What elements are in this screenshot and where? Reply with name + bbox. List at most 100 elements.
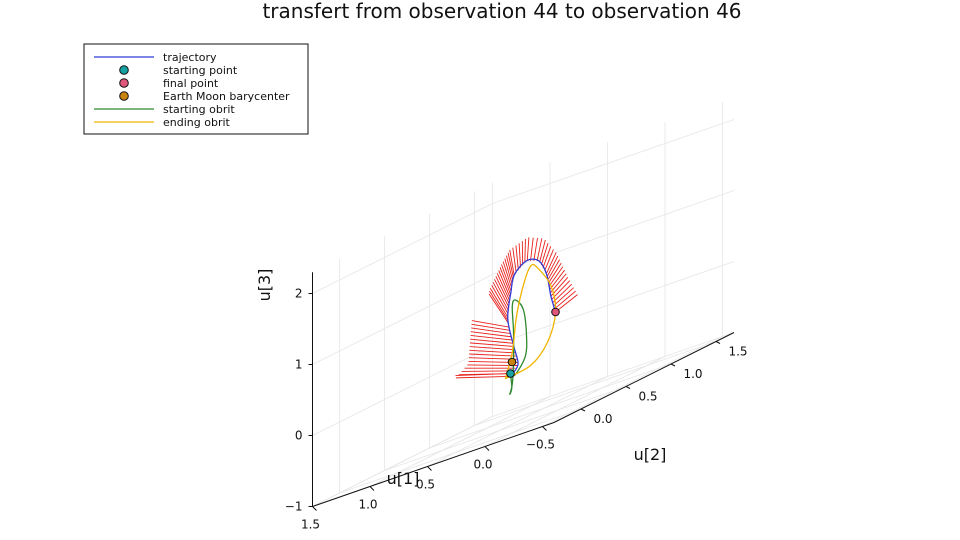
z-tick-label: 0 xyxy=(295,429,303,443)
legend-label: Earth Moon barycenter xyxy=(163,90,290,103)
control-arrow xyxy=(547,259,560,281)
z-tick-label: 1 xyxy=(295,358,303,372)
control-arrow xyxy=(494,279,510,308)
legend-box xyxy=(83,43,309,135)
y-tick xyxy=(670,363,676,367)
control-arrow xyxy=(518,243,521,268)
x-tick xyxy=(312,506,317,511)
control-arrow xyxy=(544,249,554,271)
control-arrow xyxy=(489,287,509,318)
control-arrow xyxy=(545,252,557,274)
grid-line xyxy=(384,386,627,471)
x-axis-label: u[1] xyxy=(387,469,420,488)
control-arrow xyxy=(470,334,513,341)
legend-marker xyxy=(119,78,129,88)
control-arrow xyxy=(469,349,516,354)
grid-line xyxy=(312,274,493,365)
x-tick-label: 1.0 xyxy=(358,498,377,512)
x-tick xyxy=(484,446,490,451)
marker-earth-moon-barycenter xyxy=(507,357,517,367)
control-arrow xyxy=(498,270,511,299)
grid-line xyxy=(492,119,735,204)
control-arrow xyxy=(488,293,510,325)
control-arrow xyxy=(501,264,512,292)
y-axis-label: u[2] xyxy=(634,445,667,464)
control-arrow xyxy=(470,331,512,338)
control-arrow xyxy=(499,267,512,295)
grid-line xyxy=(492,190,735,275)
control-arrow xyxy=(495,276,510,305)
grid xyxy=(312,102,735,507)
legend-marker xyxy=(119,65,129,75)
x-tick xyxy=(542,426,547,431)
grid-line xyxy=(312,345,493,436)
control-arrow xyxy=(548,266,564,287)
x-tick xyxy=(369,486,375,491)
grid-line xyxy=(492,261,735,346)
y-tick xyxy=(580,408,586,412)
tick-labels: −0.5 0.0 0.5 1.0 1.5 0.0 0.5 1.0 1.5 −1 0 1 2 xyxy=(285,287,748,532)
control-arrows xyxy=(455,237,578,379)
x-axis-line xyxy=(312,422,555,507)
legend-label: trajectory xyxy=(163,51,217,64)
x-tick-label: −0.5 xyxy=(526,438,555,452)
legend-label: starting point xyxy=(163,64,238,77)
control-arrow xyxy=(539,239,546,263)
y-tick-label: 1.5 xyxy=(728,345,747,359)
control-arrow xyxy=(552,283,573,303)
chart-title: transfert from observation 44 to observa… xyxy=(262,0,741,23)
grid-line xyxy=(429,363,672,449)
control-arrow xyxy=(507,252,515,279)
axes xyxy=(312,272,735,507)
z-tick-label: −1 xyxy=(285,500,303,514)
control-arrow xyxy=(509,249,515,276)
z-axis-label: u[3] xyxy=(255,269,274,302)
control-arrow xyxy=(458,373,512,376)
grid-line xyxy=(339,408,582,494)
control-arrow xyxy=(542,246,552,269)
grid-line xyxy=(542,336,723,427)
x-tick-label: 0.5 xyxy=(416,478,435,492)
x-tick xyxy=(427,466,432,471)
control-arrow xyxy=(492,282,510,312)
control-arrow xyxy=(549,269,565,291)
control-arrow xyxy=(524,238,526,263)
legend-label: ending obrit xyxy=(163,116,231,129)
control-arrow xyxy=(533,237,538,261)
control-arrow xyxy=(502,261,513,289)
control-arrow xyxy=(547,262,562,284)
y-axis-line xyxy=(553,332,735,423)
grid-line xyxy=(484,356,666,447)
control-arrow xyxy=(496,273,511,302)
x-tick-label: 1.5 xyxy=(301,518,320,532)
z-tick-label: 2 xyxy=(295,287,303,301)
grid-line xyxy=(492,332,735,417)
legend-label: final point xyxy=(163,77,219,90)
control-arrow xyxy=(540,243,549,266)
control-arrow xyxy=(554,290,576,310)
control-arrow xyxy=(553,287,574,307)
grid-line xyxy=(474,341,717,426)
legend-label: starting obrit xyxy=(163,103,235,116)
y-tick-label: 0.5 xyxy=(638,390,657,404)
y-tick xyxy=(625,386,631,389)
marker-starting-point xyxy=(506,369,515,378)
grid-line xyxy=(427,376,608,467)
y-tick-label: 0.0 xyxy=(593,412,612,426)
control-arrow xyxy=(469,353,517,357)
control-arrow xyxy=(471,327,512,335)
y-tick xyxy=(715,341,721,344)
control-arrow xyxy=(489,290,509,321)
control-arrow xyxy=(469,346,515,351)
grid-line xyxy=(312,416,493,507)
control-arrow xyxy=(468,357,517,360)
control-arrow xyxy=(512,247,517,273)
series xyxy=(504,258,557,395)
control-arrow xyxy=(471,320,510,328)
series-ending-obrit xyxy=(504,263,557,380)
control-arrow xyxy=(469,342,514,347)
grid-line xyxy=(369,396,551,487)
marker-final-point xyxy=(551,307,560,317)
